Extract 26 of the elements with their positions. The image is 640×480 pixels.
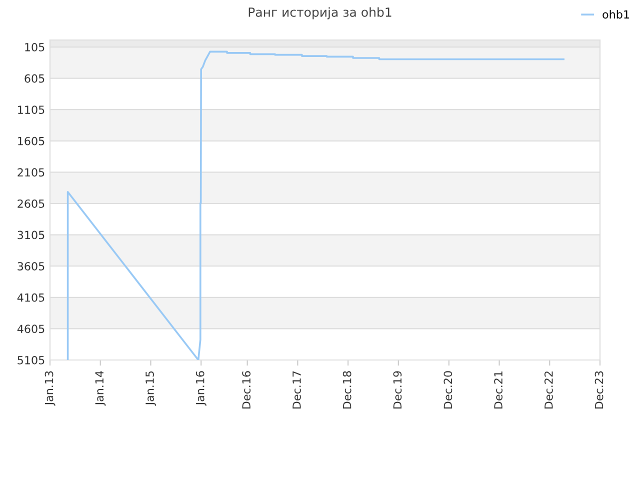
y-tick-label: 2605 bbox=[18, 199, 44, 208]
x-tick-label: Dec.21 bbox=[494, 371, 502, 408]
y-tick-label: 3105 bbox=[18, 230, 44, 240]
y-tick-label: 1605 bbox=[18, 136, 44, 146]
x-tick-label: Dec.16 bbox=[242, 371, 251, 408]
y-tick-label: 1105 bbox=[18, 106, 44, 114]
y-tick-label: 605 bbox=[24, 74, 44, 83]
x-tick-label: Dec.19 bbox=[393, 371, 402, 408]
x-tick-label: Jan.15 bbox=[146, 371, 156, 406]
x-tick-label: Dec.23 bbox=[594, 371, 604, 408]
legend-label: ohb1 bbox=[602, 10, 629, 19]
x-tick-label: Jan.16 bbox=[196, 371, 206, 406]
line-series bbox=[66, 50, 564, 360]
y-tick-label: 5105 bbox=[18, 356, 44, 364]
x-tick-label: Jan.13 bbox=[44, 371, 56, 406]
x-tick-label: Jan.14 bbox=[95, 371, 106, 406]
x-tick-label: Dec.22 bbox=[544, 372, 553, 408]
y-tick-label: 4605 bbox=[17, 324, 44, 334]
y-tick-label: 4105 bbox=[17, 293, 44, 302]
x-tick-label: Dec.20 bbox=[444, 371, 452, 408]
x-tick-label: Dec.18 bbox=[342, 371, 352, 408]
chart-title: Ранг историја за ohb1 bbox=[248, 7, 392, 20]
y-tick-label: 3605 bbox=[18, 262, 44, 270]
y-tick-label: 2105 bbox=[18, 168, 44, 177]
x-tick-label: Dec.17 bbox=[292, 371, 301, 408]
y-tick-label: 105 bbox=[25, 42, 44, 52]
